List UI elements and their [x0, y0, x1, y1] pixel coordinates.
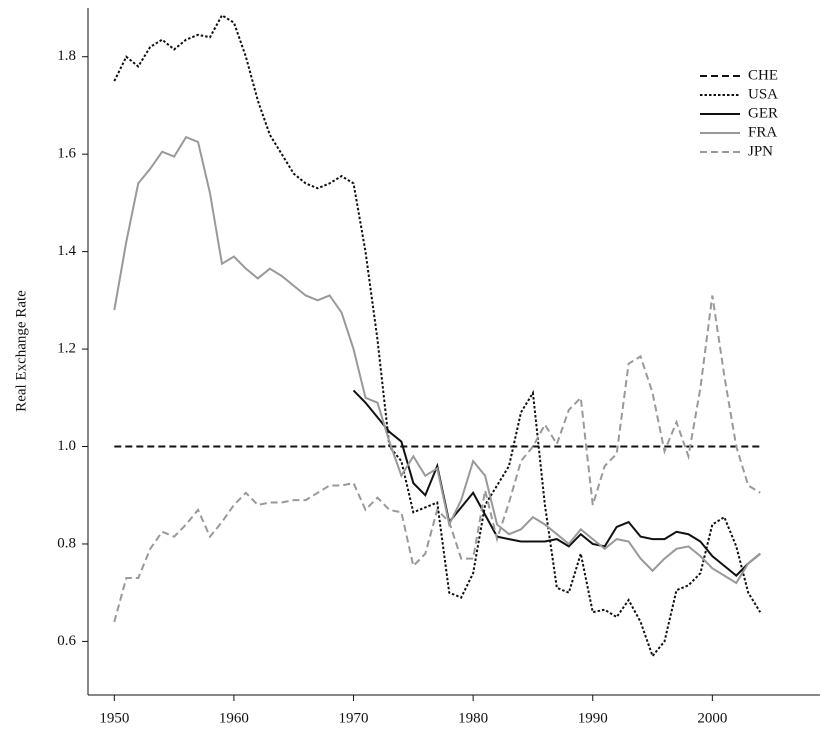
x-tick-label: 2000 — [697, 710, 727, 726]
y-tick-label: 0.8 — [57, 535, 76, 551]
legend-label: GER — [748, 105, 778, 121]
legend-label: JPN — [748, 143, 773, 159]
series-line — [113, 13, 762, 659]
series-line — [113, 135, 761, 585]
x-tick-label: 1990 — [578, 710, 608, 726]
y-tick-label: 1.0 — [57, 438, 76, 454]
y-tick-label: 0.6 — [57, 633, 76, 649]
y-tick-label: 1.8 — [57, 48, 76, 64]
legend-label: FRA — [748, 124, 777, 140]
series-line — [113, 295, 761, 623]
legend-label: USA — [748, 86, 778, 102]
y-tick-label: 1.4 — [57, 243, 76, 259]
y-axis-label: Real Exchange Rate — [13, 290, 29, 412]
x-tick-label: 1950 — [99, 710, 129, 726]
x-tick-label: 1970 — [339, 710, 369, 726]
y-tick-label: 1.2 — [57, 341, 76, 357]
legend-label: CHE — [748, 67, 778, 83]
series-line — [352, 389, 761, 577]
x-tick-label: 1960 — [219, 710, 249, 726]
y-tick-label: 1.6 — [57, 146, 76, 162]
x-tick-label: 1980 — [458, 710, 488, 726]
